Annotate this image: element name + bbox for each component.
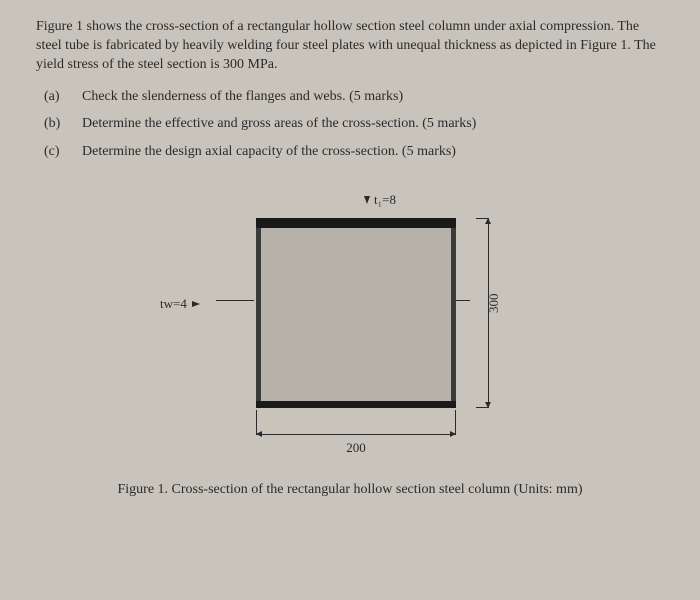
q-label: (b) bbox=[44, 112, 68, 136]
interior bbox=[261, 228, 451, 401]
question-list: (a) Check the slenderness of the flanges… bbox=[36, 85, 664, 164]
q-text: Check the slenderness of the flanges and… bbox=[82, 85, 403, 109]
q-text: Determine the effective and gross areas … bbox=[82, 112, 476, 136]
tw-left-label: tw=4 bbox=[160, 296, 187, 312]
q-label: (a) bbox=[44, 85, 68, 109]
height-label: 300 bbox=[486, 294, 502, 314]
left-web bbox=[256, 228, 261, 401]
tw-left-annotation: tw=4 bbox=[192, 296, 231, 312]
bottom-flange bbox=[256, 401, 456, 408]
cross-section bbox=[256, 218, 456, 408]
figure: t₁=8 tw=4 tw=4 t₂=5 300 200 bbox=[36, 178, 664, 468]
arrow-down-icon bbox=[364, 196, 370, 204]
question-b: (b) Determine the effective and gross ar… bbox=[36, 112, 664, 136]
width-label: 200 bbox=[346, 440, 366, 456]
t1-label: t₁=8 bbox=[374, 192, 396, 208]
tw-left-line bbox=[216, 300, 254, 301]
top-flange bbox=[256, 218, 456, 228]
intro-text: Figure 1 shows the cross-section of a re… bbox=[36, 18, 664, 75]
right-web bbox=[451, 228, 456, 401]
q-label: (c) bbox=[44, 140, 68, 164]
arrow-right-icon bbox=[192, 301, 200, 307]
figure-caption: Figure 1. Cross-section of the rectangul… bbox=[36, 482, 664, 498]
question-a: (a) Check the slenderness of the flanges… bbox=[36, 85, 664, 109]
q-text: Determine the design axial capacity of t… bbox=[82, 140, 456, 164]
question-c: (c) Determine the design axial capacity … bbox=[36, 140, 664, 164]
t1-annotation: t₁=8 bbox=[364, 192, 396, 208]
